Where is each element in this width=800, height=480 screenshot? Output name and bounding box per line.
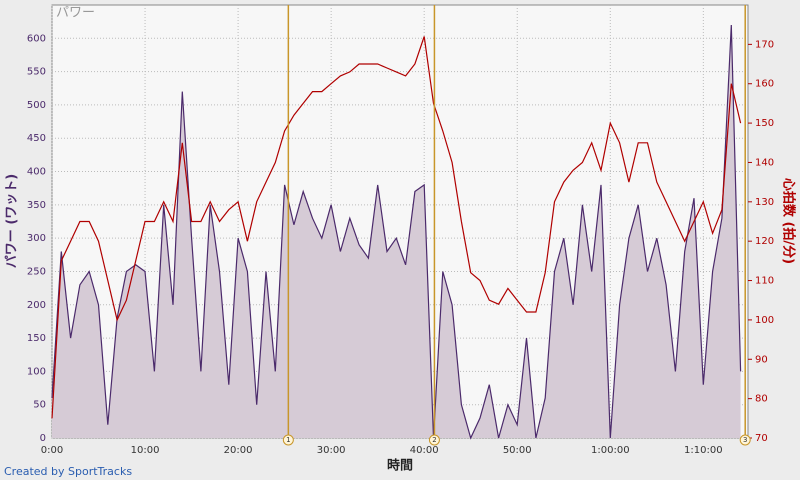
lap-label: 1 <box>286 436 290 444</box>
lap-badge <box>739 434 751 446</box>
y2-tick-label: 90 <box>755 354 768 365</box>
series-line <box>51 36 742 419</box>
y2-tick-label: 110 <box>755 276 774 287</box>
y-tick-label: 250 <box>27 266 46 277</box>
y2-tick-label: 120 <box>755 236 774 247</box>
lap-badge <box>428 434 440 446</box>
y-tick-label: 350 <box>27 200 46 211</box>
y-tick-label: 200 <box>27 300 46 311</box>
y2-axis-label: 心拍数 (拍/分) <box>781 178 797 264</box>
y2-tick-label: 140 <box>755 157 774 168</box>
y-tick-label: 550 <box>27 67 46 78</box>
series-line <box>51 24 742 440</box>
y2-tick-label: 160 <box>755 79 774 90</box>
y2-tick-label: 70 <box>755 433 768 444</box>
y-tick-label: 600 <box>27 33 46 44</box>
y2-tick-label: 100 <box>755 315 774 326</box>
credit[interactable]: Created by SportTracks <box>4 465 132 478</box>
x-tick-label: 0:00 <box>41 445 63 456</box>
x-tick-label: 10:00 <box>131 445 160 456</box>
y-axis-label: パワー (ワット) <box>5 174 20 268</box>
x-tick-label: 50:00 <box>503 445 532 456</box>
chart-title: パワー <box>56 6 95 21</box>
y-tick-label: 150 <box>27 333 46 344</box>
x-tick-label: 1:10:00 <box>684 445 723 456</box>
y-tick-label: 400 <box>27 167 46 178</box>
y-tick-label: 500 <box>27 100 46 111</box>
y-tick-label: 300 <box>27 233 46 244</box>
x-tick-label: 30:00 <box>317 445 346 456</box>
y-tick-label: 100 <box>27 366 46 377</box>
x-tick-label: 40:00 <box>410 445 439 456</box>
y2-tick-label: 130 <box>755 197 774 208</box>
y-tick-label: 50 <box>33 400 46 411</box>
y-tick-label: 450 <box>27 133 46 144</box>
y2-tick-label: 150 <box>755 118 774 129</box>
y-tick-label: 0 <box>40 433 46 444</box>
x-tick-label: 1:00:00 <box>591 445 630 456</box>
lap-label: 2 <box>432 436 436 444</box>
x-tick-label: 20:00 <box>224 445 253 456</box>
x-axis-label: 時間 <box>387 458 413 474</box>
y2-tick-label: 80 <box>755 394 768 405</box>
lap-label: 3 <box>743 436 747 444</box>
y2-tick-label: 170 <box>755 39 774 50</box>
lap-badge <box>282 434 294 446</box>
